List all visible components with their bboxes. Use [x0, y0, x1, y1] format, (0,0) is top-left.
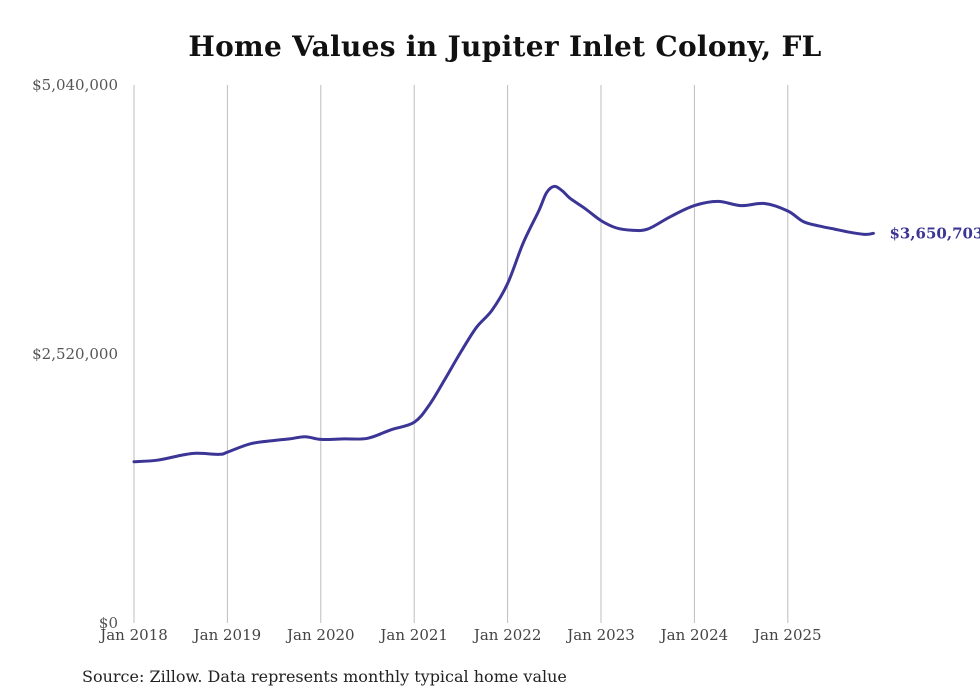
- series-line: [132, 184, 875, 464]
- x-tick-label: Jan 2022: [472, 626, 542, 644]
- x-tick-label: Jan 2025: [752, 626, 822, 644]
- source-note: Source: Zillow. Data represents monthly …: [82, 667, 567, 686]
- x-tick-label: Jan 2018: [98, 626, 168, 644]
- y-tick-label: $0: [99, 614, 118, 632]
- x-tick-label: Jan 2019: [192, 626, 262, 644]
- y-tick-label: $5,040,000: [32, 76, 118, 94]
- y-tick-label: $2,520,000: [32, 345, 118, 363]
- x-tick-label: Jan 2020: [285, 626, 355, 644]
- x-tick-label: Jan 2024: [659, 626, 729, 644]
- gridlines: [133, 85, 789, 623]
- series-group: $3,650,703: [132, 184, 980, 464]
- chart-title: Home Values in Jupiter Inlet Colony, FL: [188, 30, 822, 63]
- x-axis-ticks: Jan 2018 Jan 2019 Jan 2020 Jan 2021 Jan 2022…: [98, 626, 821, 644]
- y-axis-ticks: $0 $2,520,000 $5,040,000: [32, 76, 118, 632]
- x-tick-label: Jan 2021: [378, 626, 448, 644]
- end-value-label: $3,650,703: [889, 224, 980, 242]
- x-tick-label: Jan 2023: [565, 626, 635, 644]
